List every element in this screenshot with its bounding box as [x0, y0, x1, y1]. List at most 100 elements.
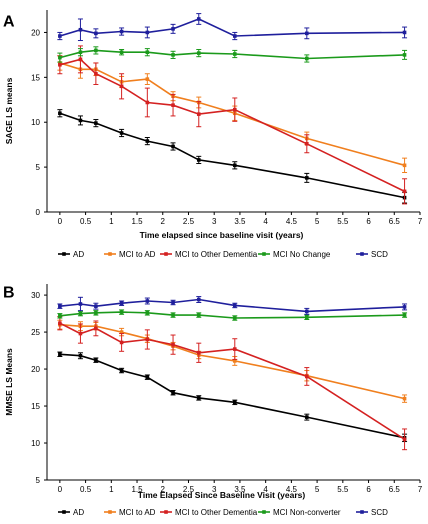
data-point: [402, 313, 407, 317]
data-point: [305, 56, 309, 61]
data-point: [119, 131, 124, 135]
x-tick-label: 2: [161, 217, 166, 226]
x-tick-label: 6: [366, 217, 371, 226]
y-tick-label: 0: [36, 208, 41, 217]
x-tick-label: 1.5: [131, 217, 143, 226]
data-point: [78, 353, 83, 358]
data-point: [145, 139, 150, 143]
data-point: [232, 303, 237, 308]
series-mci-no-change: [57, 46, 408, 63]
x-tick-label: 6.5: [389, 485, 401, 494]
legend-swatch-marker: [62, 252, 66, 256]
x-tick-label: 5.5: [337, 217, 349, 226]
data-point: [119, 310, 124, 314]
y-tick-label: 10: [31, 439, 40, 448]
x-tick-label: 6: [366, 485, 371, 494]
x-tick-label: 4: [263, 217, 268, 226]
series-line: [59, 298, 405, 313]
data-point: [171, 300, 175, 305]
data-point: [119, 330, 124, 334]
y-tick-label: 10: [31, 118, 40, 127]
legend-swatch-marker: [262, 252, 266, 256]
data-point: [145, 299, 150, 303]
data-point: [196, 313, 201, 317]
x-tick-label: 0.5: [80, 217, 92, 226]
data-point: [78, 57, 83, 62]
legend-entry: AD: [58, 250, 84, 259]
data-point: [58, 111, 62, 116]
data-point: [305, 31, 309, 36]
data-point: [94, 358, 98, 362]
x-axis-title: Time elapsed since baseline visit (years…: [140, 230, 304, 240]
x-tick-label: 1: [109, 217, 114, 226]
data-point: [232, 107, 237, 112]
data-point: [58, 352, 62, 357]
series-ad: [57, 351, 408, 443]
data-point: [196, 297, 201, 302]
data-point: [305, 141, 309, 146]
panel-label: B: [3, 284, 15, 301]
legend-entry: MCI to Other Dementia: [160, 250, 258, 259]
series-mci-to-ad: [57, 319, 408, 403]
data-point: [119, 29, 124, 34]
data-point: [58, 34, 62, 38]
data-point: [94, 48, 98, 53]
series-line: [59, 18, 405, 37]
y-axis-title: SAGE LS means: [4, 77, 14, 144]
series-line: [59, 49, 405, 60]
data-point: [196, 17, 201, 21]
y-tick-label: 5: [36, 476, 41, 485]
data-point: [305, 176, 309, 180]
data-point: [94, 31, 98, 36]
data-point: [402, 189, 407, 194]
data-point: [78, 311, 83, 316]
series-scd: [57, 13, 408, 42]
series-mci-to-other-dementia: [57, 45, 408, 205]
data-point: [232, 359, 237, 363]
series-mci-to-other-dementia: [57, 316, 408, 451]
series-line: [59, 62, 405, 167]
legend-swatch-marker: [164, 252, 168, 256]
legend-entry: MCI to Other Dementia: [160, 508, 258, 517]
legend-entry: MCI to AD: [104, 250, 156, 259]
data-point: [305, 374, 309, 379]
data-point: [145, 337, 150, 342]
data-point: [119, 301, 124, 306]
legend-swatch-marker: [62, 510, 66, 514]
legend-label: MCI to Other Dementia: [175, 508, 258, 517]
legend-swatch-marker: [164, 510, 168, 514]
x-tick-label: 1: [109, 485, 114, 494]
data-point: [232, 34, 237, 38]
data-point: [119, 368, 124, 373]
series-line: [59, 58, 405, 193]
legend-label: MCI Non-converter: [273, 508, 341, 517]
data-point: [94, 71, 98, 76]
data-point: [196, 396, 201, 400]
legend-label: MCI No Change: [273, 250, 331, 259]
data-point: [232, 400, 237, 405]
data-point: [171, 53, 175, 57]
x-tick-label: 4.5: [286, 485, 298, 494]
data-point: [402, 396, 407, 401]
x-tick-label: 3.5: [234, 217, 246, 226]
legend-entry: AD: [58, 508, 84, 517]
data-point: [145, 50, 150, 54]
data-point: [145, 30, 150, 35]
x-tick-label: 5: [315, 217, 320, 226]
chart-panel-b: B 5 10 15 20 25 30 0 0.5 1 1.5 2 2.5 3 3.5 4 4.5 5 5.5 6 6.5…: [3, 284, 423, 517]
x-tick-label: 3.5: [234, 485, 246, 494]
chart-panel-a: A 0 5 10 15 20 0 0.5 1 1.5 2 2.5 3 3.5 4 4.5 5 5.5 6 6.5 7 Ti…: [3, 10, 423, 259]
legend-label: SCD: [371, 508, 388, 517]
data-point: [78, 302, 83, 306]
y-tick-label: 20: [31, 365, 40, 374]
data-point: [119, 84, 124, 89]
x-tick-label: 0.5: [80, 485, 92, 494]
data-point: [305, 415, 309, 419]
x-tick-label: 4: [263, 485, 268, 494]
series-line: [59, 353, 405, 439]
data-point: [171, 390, 175, 395]
data-point: [78, 118, 83, 123]
y-tick-label: 5: [36, 163, 41, 172]
data-point: [305, 309, 309, 314]
